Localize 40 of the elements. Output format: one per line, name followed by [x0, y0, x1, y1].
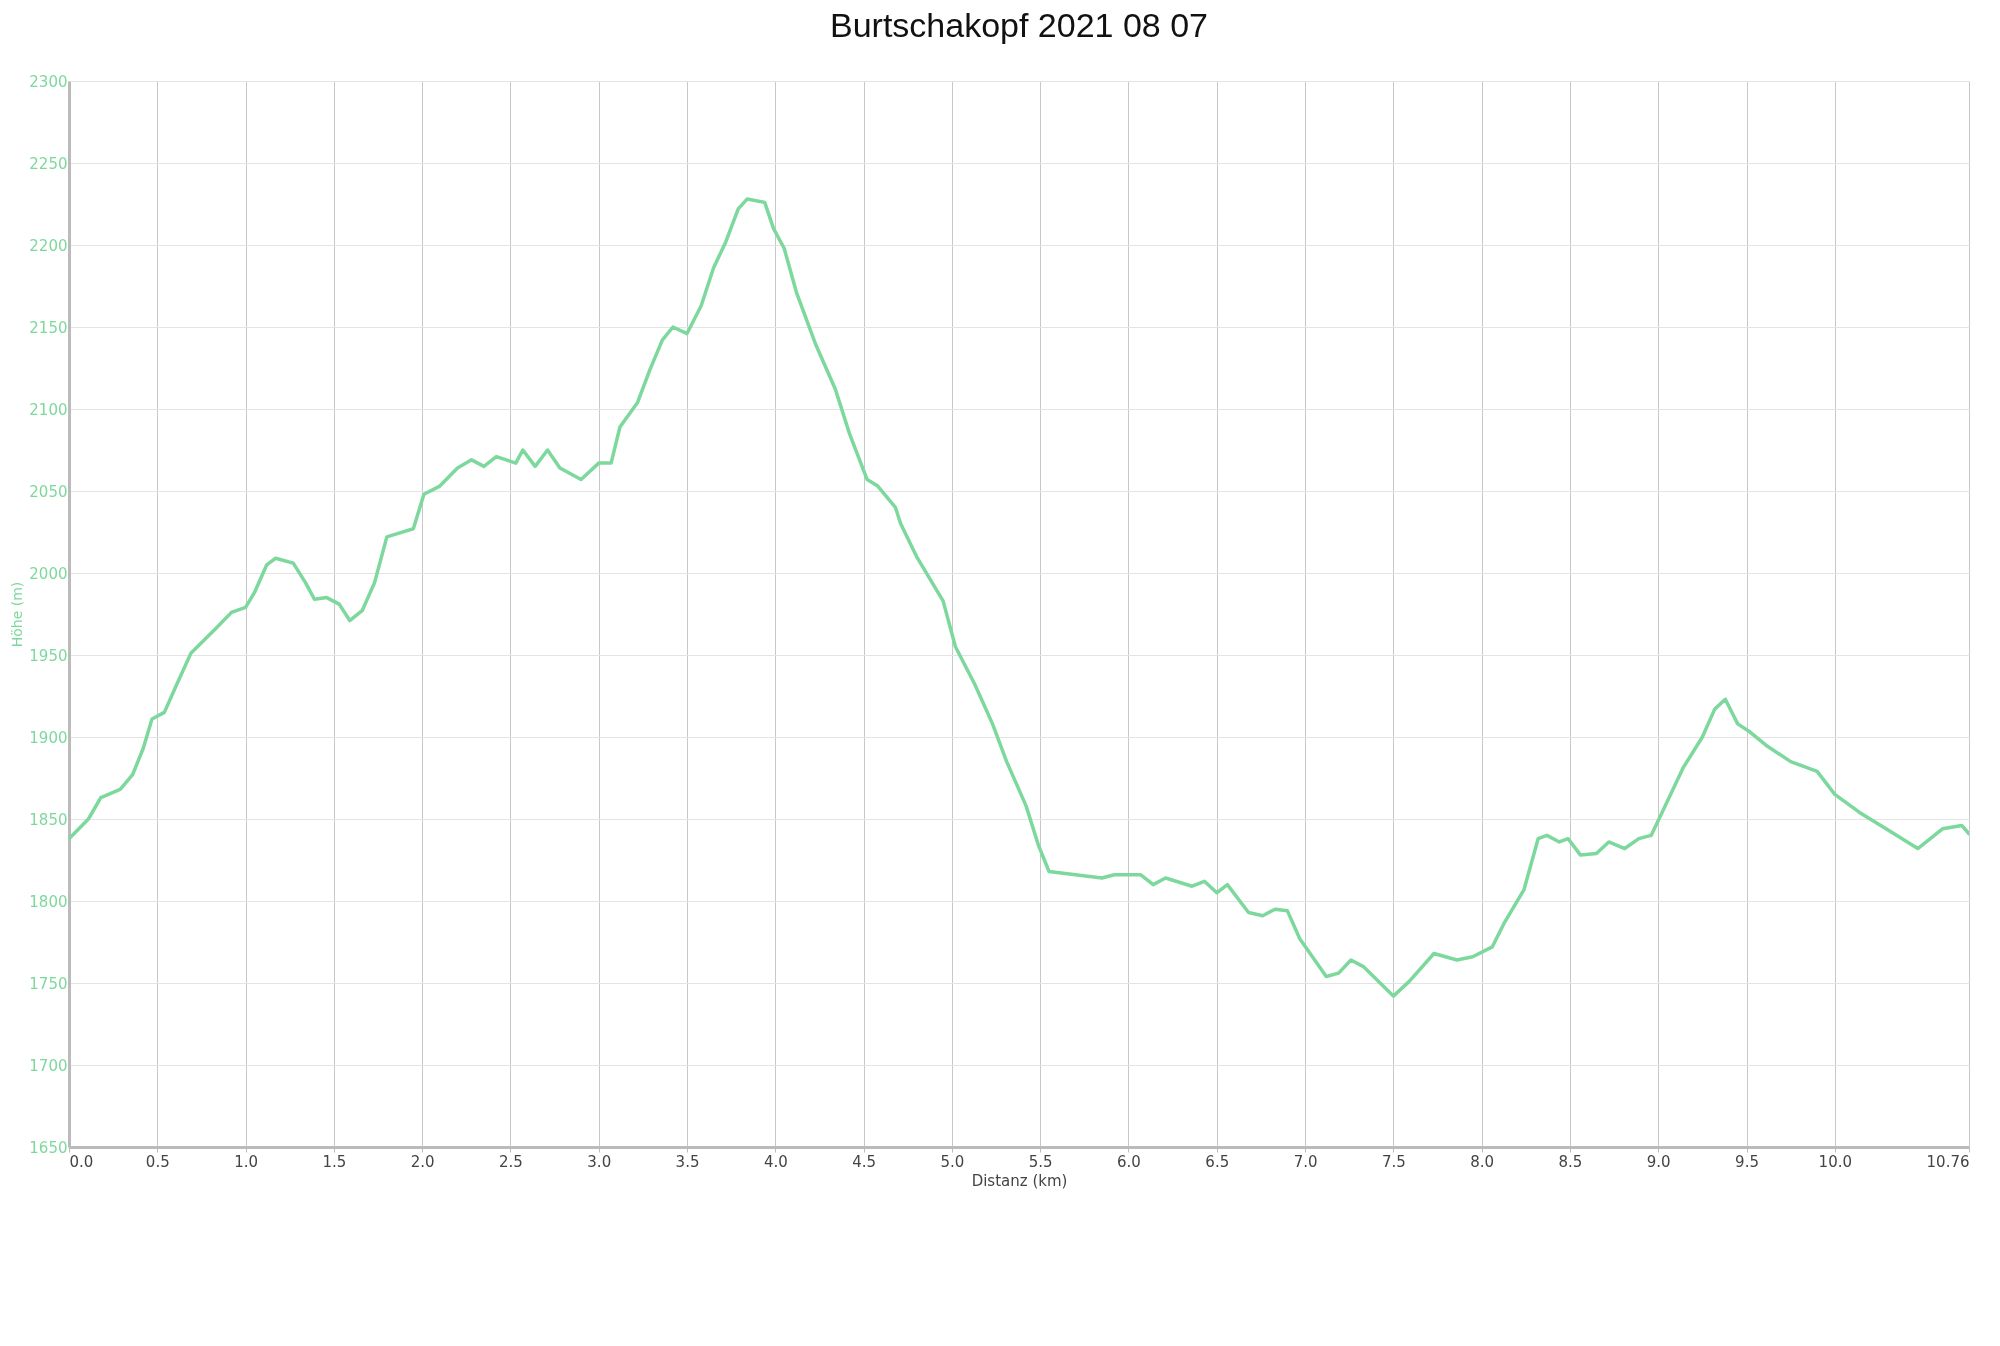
x-tick-label: 4.5	[852, 1152, 877, 1171]
x-tick-label: 5.0	[940, 1152, 965, 1171]
y-tick-label: 2250	[29, 154, 68, 173]
y-tick-label: 2000	[29, 564, 68, 583]
x-tick-label: 6.0	[1117, 1152, 1141, 1171]
x-tick-label: 3.5	[675, 1152, 700, 1171]
line-series	[69, 197, 1969, 998]
y-tick-label: 1700	[29, 1056, 68, 1075]
y-tick-label: 2100	[29, 400, 68, 419]
x-tick-label: 9.5	[1735, 1152, 1759, 1171]
y-tick-label: 1800	[29, 892, 68, 911]
x-tick-label: 0.5	[145, 1152, 170, 1171]
x-tick-label: 1.5	[322, 1152, 347, 1171]
y-axis-title: Höhe (m)	[9, 581, 26, 648]
y-tick-label: 1900	[29, 728, 68, 747]
x-tick-label: 7.5	[1381, 1152, 1406, 1171]
y-tick-label: 2150	[29, 318, 68, 337]
x-tick-label: 3.0	[587, 1152, 612, 1171]
x-tick-label: 8.5	[1558, 1152, 1583, 1171]
x-tick-label: 9.0	[1646, 1152, 1671, 1171]
x-tick-label: 4.0	[763, 1152, 788, 1171]
x-tick-label: 6.5	[1205, 1152, 1230, 1171]
x-tick-label: 2.0	[410, 1152, 435, 1171]
x-tick-label: 1.0	[234, 1152, 259, 1171]
x-tick-label: 8.0	[1470, 1152, 1495, 1171]
y-tick-label: 1850	[29, 810, 68, 829]
y-tick-label: 1950	[29, 646, 68, 665]
chart-title: Burtschakopf 2021 08 07	[829, 6, 1209, 44]
y-tick-label: 1650	[29, 1138, 68, 1157]
x-tick-label: 10.0	[1818, 1152, 1852, 1171]
x-tick-label: 0.0	[69, 1152, 94, 1171]
x-tick-label: 10.76	[1926, 1152, 1970, 1171]
x-tick-label: 2.5	[499, 1152, 523, 1171]
y-tick-label: 2300	[29, 72, 68, 91]
x-axis-title: Distanz (km)	[971, 1171, 1068, 1190]
x-tick-label: 7.0	[1293, 1152, 1318, 1171]
x-tick-label: 5.5	[1028, 1152, 1053, 1171]
y-tick-label: 2200	[29, 236, 68, 255]
y-tick-label: 2050	[29, 482, 68, 501]
y-tick-label: 1750	[29, 974, 68, 993]
